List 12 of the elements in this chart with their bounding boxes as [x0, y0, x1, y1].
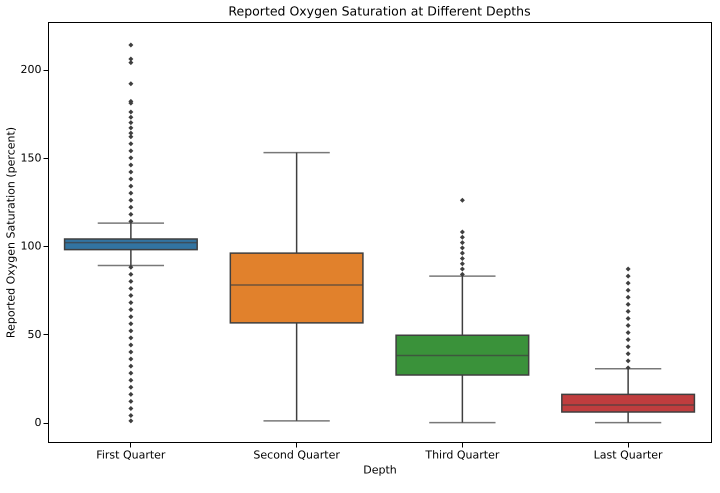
x-tick-label: First Quarter — [96, 448, 166, 462]
x-tick-label: Last Quarter — [594, 448, 664, 462]
y-tick-label: 0 — [34, 416, 42, 430]
y-tick-label: 150 — [20, 151, 42, 164]
y-tick-label: 200 — [20, 63, 42, 76]
chart-title: Reported Oxygen Saturation at Different Depths — [228, 4, 531, 18]
y-tick-label: 50 — [28, 328, 42, 341]
x-tick-label: Third Quarter — [424, 448, 500, 462]
y-axis-title: Reported Oxygen Saturation (percent) — [4, 126, 18, 338]
x-axis-title: Depth — [363, 464, 397, 476]
x-tick-label: Second Quarter — [253, 448, 340, 462]
y-tick-label: 100 — [20, 240, 42, 253]
